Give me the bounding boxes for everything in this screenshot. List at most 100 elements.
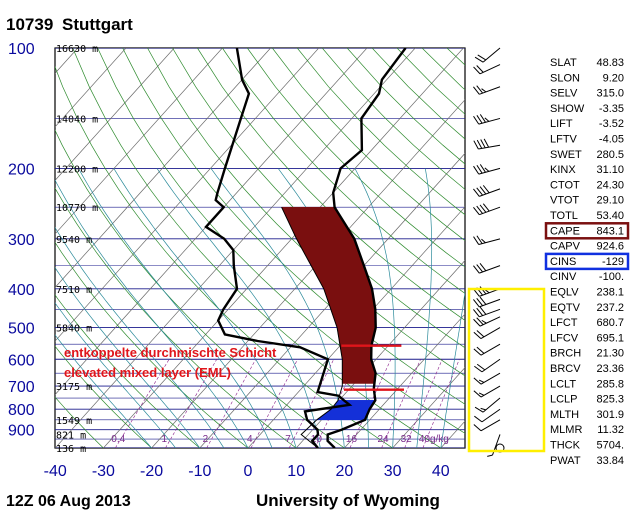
- height-label: 14040 m: [56, 114, 98, 125]
- cins-highlight-box: [544, 252, 630, 271]
- mixing-ratio-line: [115, 359, 170, 448]
- index-label-cape: CAPE: [550, 225, 580, 237]
- isotherm-line: [55, 48, 320, 342]
- dry-adiabat: [296, 48, 465, 216]
- wind-barb-staff: [479, 298, 501, 308]
- dry-adiabat: [55, 345, 152, 448]
- wind-barb: [473, 263, 501, 274]
- index-label-cinv: CINV: [550, 271, 577, 283]
- wind-barb-feather: [479, 204, 487, 213]
- dry-adiabat: [55, 396, 104, 448]
- wind-barb-staff: [480, 385, 501, 398]
- wind-barb-staff: [480, 419, 501, 432]
- wind-barb-staff: [482, 397, 501, 413]
- wind-barb: [474, 408, 501, 423]
- index-value-cins: -129: [602, 256, 624, 268]
- mixing-ratio-line: [381, 359, 421, 448]
- moist-adiabat: [156, 168, 321, 448]
- index-label-lift: LIFT: [550, 118, 573, 130]
- index-value-mlth: 301.9: [596, 409, 624, 421]
- index-label-lclt: LCLT: [550, 378, 576, 390]
- index-label-kinx: KINX: [550, 164, 576, 176]
- moist-adiabat: [440, 290, 465, 448]
- wind-barb-feather: [473, 424, 482, 432]
- wind-barb-feather: [473, 318, 481, 327]
- wind-barb: [473, 64, 501, 75]
- index-value-slon: 9.20: [603, 72, 624, 84]
- wind-barb: [473, 372, 501, 385]
- temperature-tick-label: -30: [92, 463, 115, 480]
- moist-adiabat: [354, 168, 396, 448]
- isotherm-line: [55, 48, 368, 396]
- wind-barb-feather: [482, 185, 490, 194]
- temperature-tick-label: 30: [384, 463, 402, 480]
- dry-adiabat: [55, 129, 345, 448]
- wind-barb-feather: [473, 140, 479, 150]
- wind-barb-feather: [473, 86, 480, 95]
- index-value-cape: 843.1: [596, 225, 624, 237]
- index-label-thck: THCK: [550, 440, 581, 452]
- wind-barb-staff: [479, 206, 501, 216]
- wind-barb-feather: [479, 296, 487, 305]
- wind-barb-feather: [476, 264, 484, 273]
- index-label-mlmr: MLMR: [550, 424, 582, 436]
- temperature-tick-label: 10: [287, 463, 305, 480]
- pressure-tick-label: 700: [8, 379, 35, 396]
- moist-adiabat: [55, 226, 225, 448]
- wind-barb-feather: [474, 365, 483, 373]
- index-value-brch: 21.30: [596, 348, 624, 360]
- cape-area: [281, 206, 376, 384]
- temperature-tick-label: -20: [140, 463, 163, 480]
- index-label-show: SHOW: [550, 103, 585, 115]
- moist-adiabat: [55, 334, 152, 448]
- wind-barb: [474, 397, 501, 413]
- wind-barb-staff: [480, 327, 501, 340]
- index-value-kinx: 31.10: [596, 164, 624, 176]
- isotherm-line: [55, 48, 271, 289]
- wind-barb: [473, 306, 501, 318]
- wind-barb-feather: [480, 407, 486, 411]
- wind-barb: [473, 203, 501, 216]
- height-label: 16630 m: [56, 44, 98, 55]
- wind-barb-feather: [476, 346, 485, 354]
- wind-barb-staff: [479, 188, 501, 197]
- wind-barb-feather: [473, 66, 481, 75]
- index-value-lfcv: 695.1: [596, 332, 624, 344]
- wind-barb-feather: [479, 186, 487, 195]
- eml-label-english: elevated mixed layer (EML): [64, 365, 231, 380]
- wind-barb-feather: [476, 115, 483, 124]
- index-value-eqtv: 237.2: [596, 302, 624, 314]
- mixing-ratio-line: [288, 359, 335, 448]
- wind-barb-feather: [474, 415, 483, 423]
- wind-barb: [473, 235, 501, 246]
- wind-barb-feather: [476, 187, 484, 196]
- mixing-ratio-line: [165, 359, 218, 448]
- cape-highlight-box: [544, 222, 630, 240]
- wind-barb: [474, 358, 501, 373]
- wind-barb-staff: [482, 47, 501, 63]
- index-label-lfct: LFCT: [550, 317, 578, 329]
- background-grid: [55, 48, 465, 448]
- wind-barb-feather: [473, 299, 480, 308]
- dry-adiabat: [122, 48, 465, 405]
- mixing-ratio-label: 2: [203, 434, 209, 445]
- wind-barb-feather: [476, 65, 484, 73]
- station-id: 10739: [6, 15, 53, 34]
- wind-barb-staff: [478, 144, 501, 150]
- index-value-lfct: 680.7: [596, 317, 624, 329]
- temperature-tick-label: -40: [44, 463, 67, 480]
- mixing-ratio-labels: 0.4 1 2 4 7 10 16 24 32 40g/kg: [111, 434, 449, 445]
- wind-barb: [473, 327, 501, 340]
- index-label-mlth: MLTH: [550, 409, 579, 421]
- isotherm-line: [199, 152, 465, 448]
- height-label: 9540 m: [56, 235, 92, 246]
- wind-barb-feather: [473, 377, 482, 385]
- isotherm-line: [55, 48, 175, 181]
- mixing-ratio-line: [404, 359, 443, 448]
- wind-barb-feather: [476, 363, 486, 371]
- wind-barb-feather: [474, 406, 484, 413]
- height-label: 7510 m: [56, 285, 92, 296]
- temperature-tick-label: 20: [336, 463, 354, 480]
- wind-barb: [473, 138, 501, 150]
